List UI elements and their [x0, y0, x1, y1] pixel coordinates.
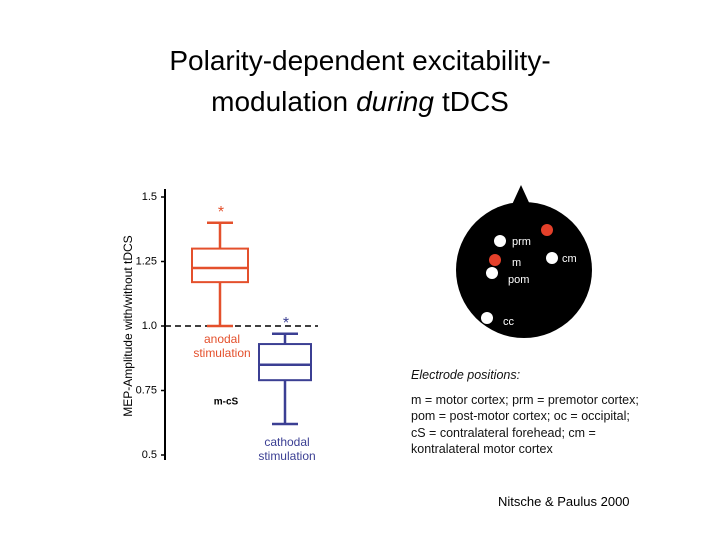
y-axis-label: MEP-Amplitude with/without tDCS [121, 235, 135, 416]
caption-heading: Electrode positions: [411, 368, 521, 382]
y-tick-label: 0.75 [136, 384, 157, 396]
electrode-label: cc [503, 316, 515, 328]
electrode [494, 235, 506, 247]
y-tick-label: 1.0 [142, 320, 157, 332]
head-diagram [456, 185, 592, 338]
title-word: tDCS [441, 86, 509, 117]
title-word: modulation [211, 86, 349, 117]
series-label: anodal stimulation [193, 332, 251, 360]
electrode-label: pom [508, 274, 529, 286]
citation: Nitsche & Paulus 2000 [498, 494, 630, 509]
caption-body: m = motor cortex; prm = premotor cortex;… [411, 392, 639, 457]
series-label: cathodal stimulation [258, 435, 316, 463]
electrode-label: m [512, 257, 521, 269]
caption: Electrode positions: m = motor cortex; p… [411, 367, 643, 458]
box [258, 343, 312, 382]
box [191, 247, 249, 284]
electrode [546, 252, 558, 264]
electrode [481, 312, 493, 324]
head [456, 202, 592, 338]
electrode-label: prm [512, 236, 531, 248]
significance-marker: * [218, 204, 224, 221]
electrode [486, 267, 498, 279]
title-word: during [356, 86, 434, 117]
electrode-label: cm [562, 253, 577, 265]
title-line: Polarity-dependent excitability- [169, 45, 551, 76]
significance-marker: * [283, 315, 289, 332]
electrode [541, 224, 553, 236]
note: m-cS [214, 397, 239, 408]
electrode [489, 254, 501, 266]
y-tick-label: 1.5 [142, 191, 157, 203]
y-tick-label: 0.5 [142, 449, 157, 461]
y-tick-label: 1.25 [136, 255, 157, 267]
title-line: modulation during tDCS [0, 86, 720, 118]
